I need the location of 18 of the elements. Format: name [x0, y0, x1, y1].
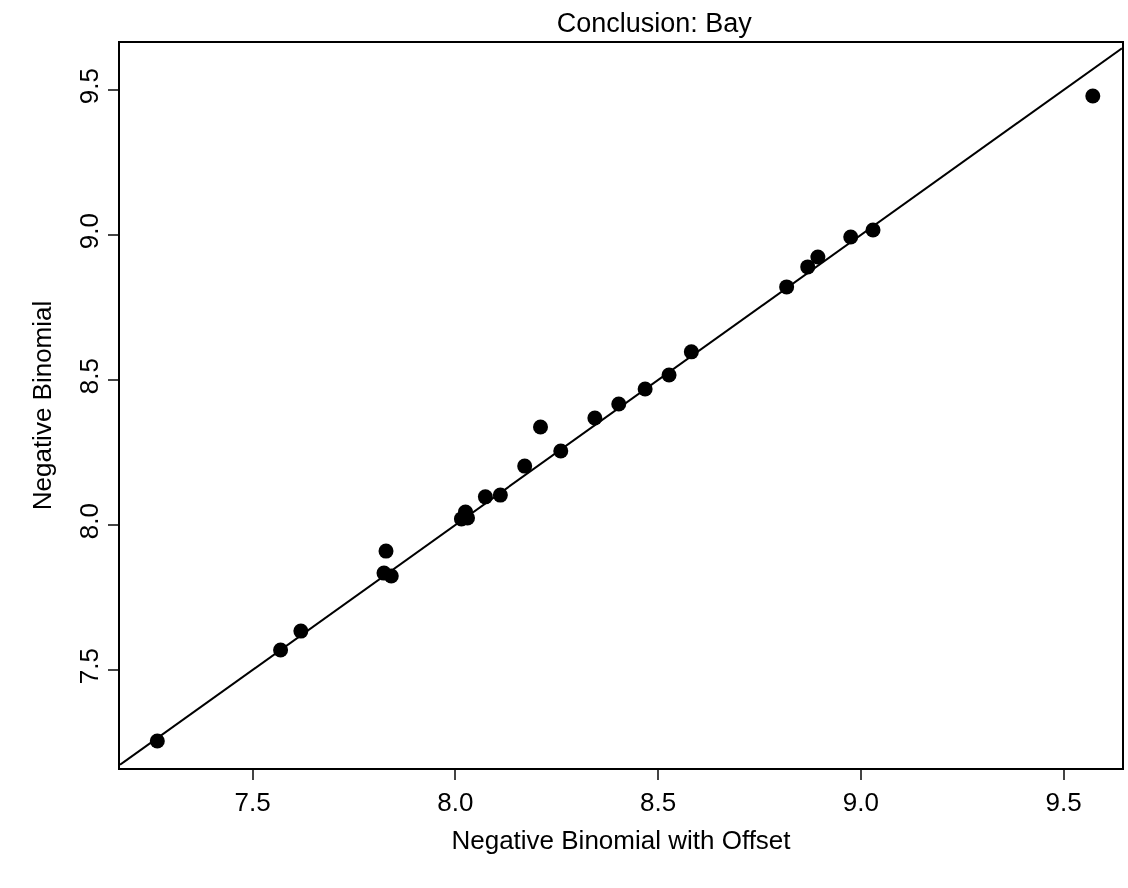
x-tick-label: 8.5	[640, 786, 677, 817]
point	[533, 419, 549, 435]
x-tick-label: 9.5	[1045, 786, 1082, 817]
point	[517, 458, 533, 474]
x-tick-label: 7.5	[234, 786, 271, 817]
chart-title: Conclusion: Bay	[556, 8, 753, 39]
point	[1085, 88, 1101, 104]
point	[810, 249, 826, 265]
y-tick-label: 7.5	[73, 648, 104, 685]
y-tick-label: 9.0	[73, 213, 104, 250]
y-tick-label: 9.5	[73, 68, 104, 105]
x-axis-title: Negative Binomial with Offset	[451, 825, 792, 856]
x-tick-label: 8.0	[437, 786, 474, 817]
y-tick-label: 8.0	[73, 503, 104, 540]
x-tick-label: 9.0	[842, 786, 879, 817]
point	[378, 543, 394, 559]
y-tick-label: 8.5	[73, 358, 104, 395]
y-axis-title: Negative Binomial	[26, 300, 57, 511]
